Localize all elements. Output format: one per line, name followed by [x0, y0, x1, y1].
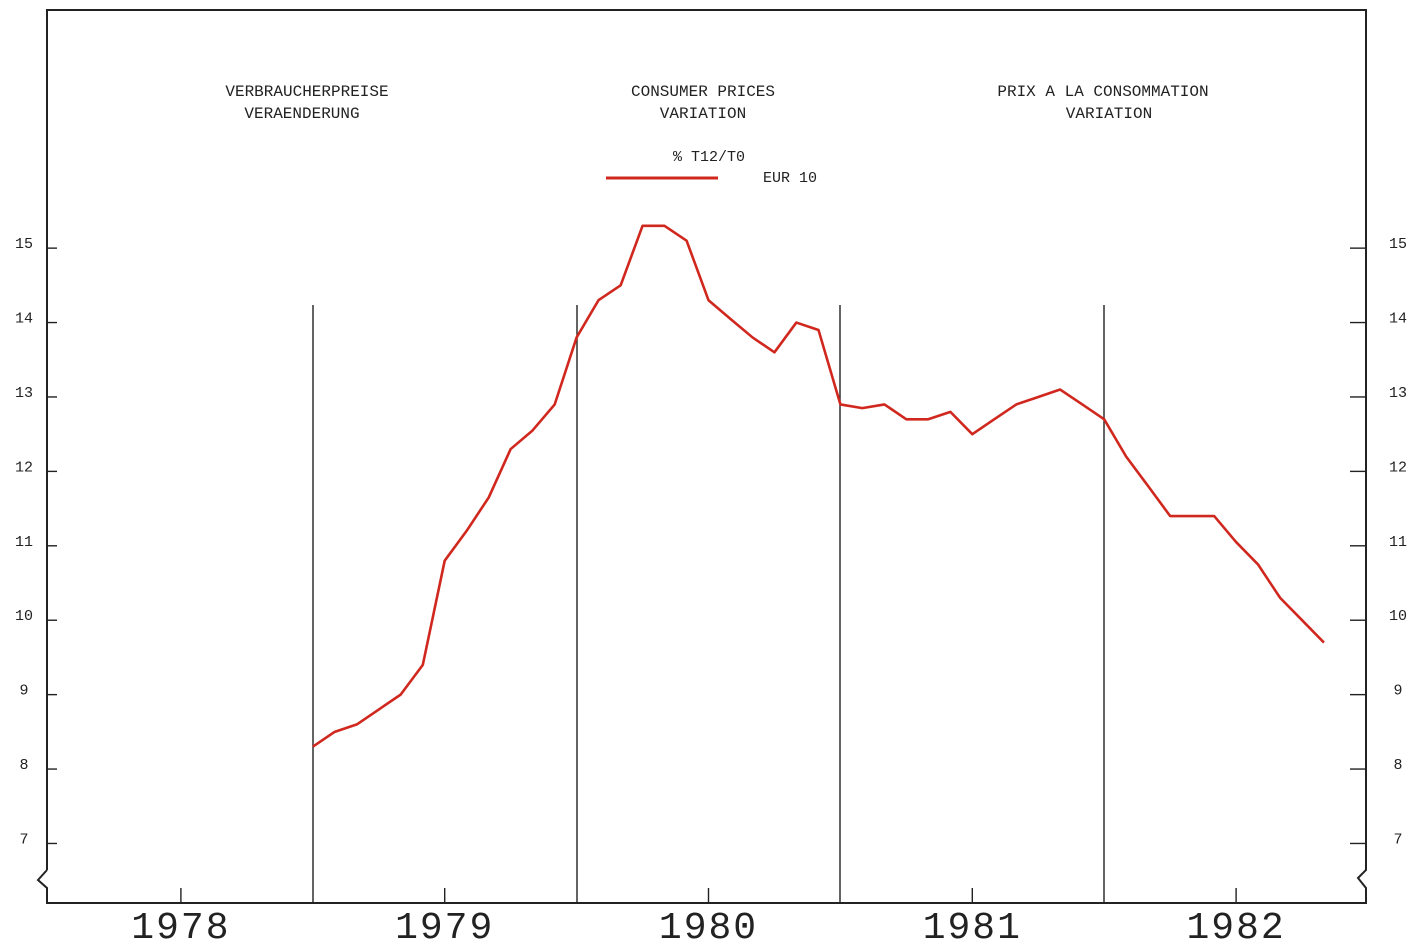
x-tick-label: 1978 — [131, 907, 230, 948]
y-tick-label: 11 — [15, 534, 33, 551]
data-line — [312, 224, 1325, 748]
x-tick-label: 1980 — [659, 907, 758, 948]
title-de-2: VERAENDERUNG — [244, 105, 359, 123]
legend-label: EUR 10 — [763, 170, 817, 187]
title-en-1: CONSUMER PRICES — [631, 83, 775, 101]
y-tick-label: 14 — [15, 311, 33, 328]
y2-tick-label: 8 — [1393, 757, 1402, 774]
y2-tick-label: 11 — [1389, 534, 1407, 551]
y2-tick-label: 10 — [1389, 608, 1407, 625]
title-en-2: VARIATION — [660, 105, 746, 123]
y2-tick-label: 15 — [1389, 236, 1407, 253]
y-tick-label: 9 — [19, 683, 28, 700]
title-de-1: VERBRAUCHERPREISE — [225, 83, 388, 101]
y-tick-label: 7 — [19, 831, 28, 848]
y2-tick-label: 13 — [1389, 385, 1407, 402]
y2-tick-label: 9 — [1393, 683, 1402, 700]
y-tick-label: 15 — [15, 236, 33, 253]
x-tick-label: 1981 — [923, 907, 1022, 948]
title-fr-1: PRIX A LA CONSOMMATION — [997, 83, 1208, 101]
y2-tick-label: 12 — [1389, 459, 1407, 476]
y2-tick-label: 14 — [1389, 311, 1407, 328]
y-tick-label: 13 — [15, 385, 33, 402]
plot-frame — [46, 9, 1367, 870]
y-tick-label: 8 — [19, 757, 28, 774]
title-fr-2: VARIATION — [1066, 105, 1152, 123]
x-tick-label: 1982 — [1186, 907, 1285, 948]
axis-break-left — [36, 860, 1367, 904]
unit-label: % T12/T0 — [673, 149, 745, 166]
y-tick-label: 10 — [15, 608, 33, 625]
y-tick-label: 12 — [15, 459, 33, 476]
x-tick-label: 1979 — [395, 907, 494, 948]
y2-tick-label: 7 — [1393, 831, 1402, 848]
